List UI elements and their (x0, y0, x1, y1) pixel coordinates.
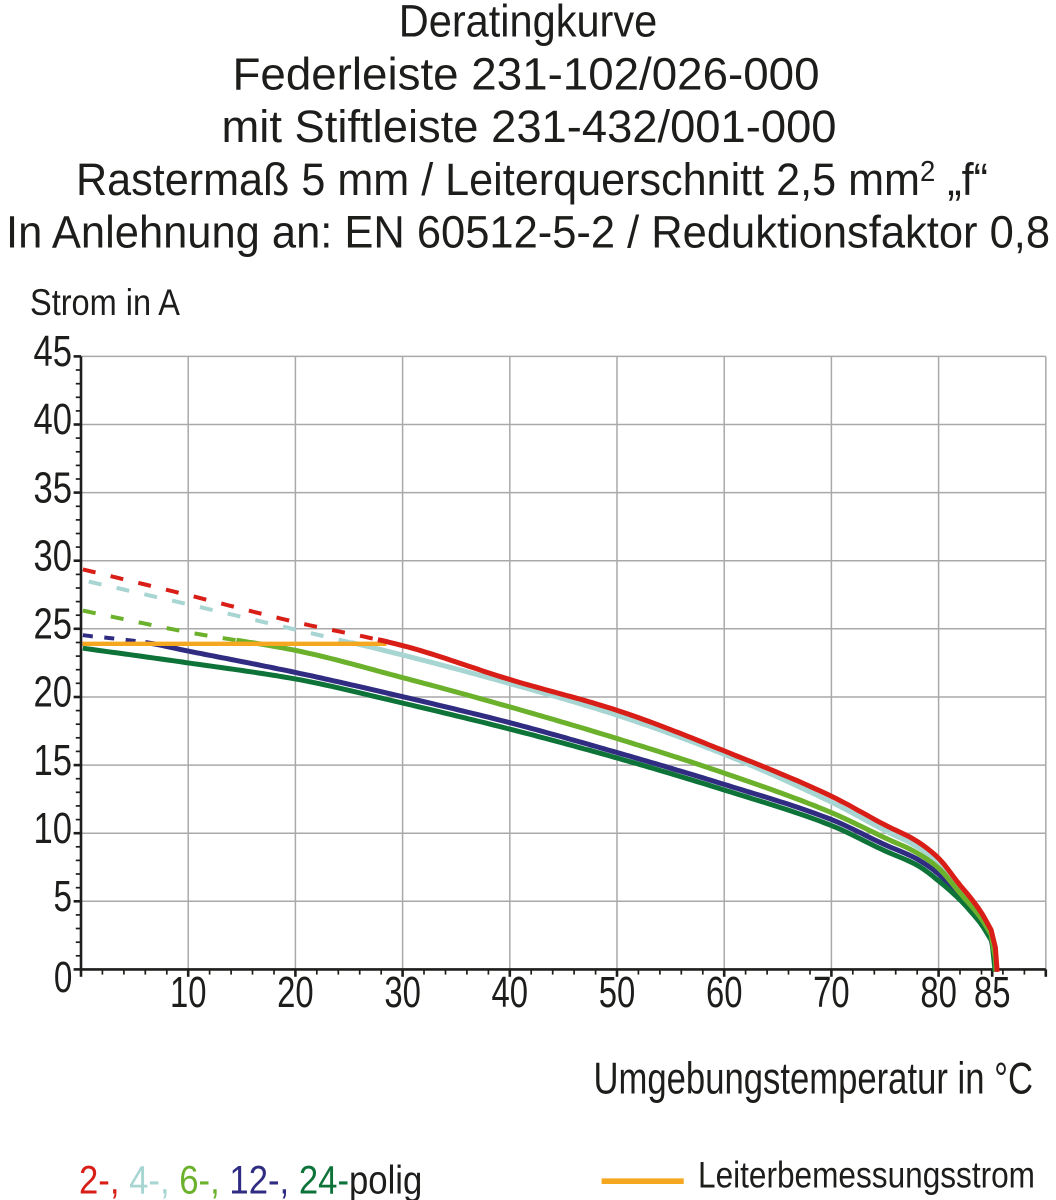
svg-text:50: 50 (599, 969, 636, 1017)
svg-text:15: 15 (34, 737, 73, 785)
svg-text:5: 5 (54, 873, 73, 921)
svg-text:80: 80 (920, 969, 957, 1017)
svg-text:Federleiste 231-102/026-000: Federleiste 231-102/026-000 (233, 48, 820, 99)
svg-text:20: 20 (34, 669, 73, 717)
svg-text:25: 25 (34, 601, 73, 649)
svg-text:Rastermaß 5 mm / Leiterquersch: Rastermaß 5 mm / Leiterquerschnitt 2,5 m… (76, 154, 988, 205)
svg-text:35: 35 (34, 464, 73, 512)
svg-text:20: 20 (277, 969, 314, 1017)
svg-text:mit Stiftleiste 231-432/001-00: mit Stiftleiste 231-432/001-000 (222, 101, 837, 152)
svg-text:40: 40 (34, 396, 73, 444)
svg-text:Deratingkurve: Deratingkurve (399, 0, 658, 47)
svg-text:30: 30 (384, 969, 421, 1017)
svg-text:60: 60 (706, 969, 743, 1017)
svg-text:30: 30 (34, 532, 73, 580)
svg-text:In Anlehnung an: EN 60512-5-2: In Anlehnung an: EN 60512-5-2 / Reduktio… (6, 207, 1050, 258)
svg-text:40: 40 (492, 969, 529, 1017)
svg-text:10: 10 (34, 805, 73, 853)
svg-text:85: 85 (974, 969, 1011, 1017)
svg-text:Strom in A: Strom in A (30, 281, 180, 323)
svg-text:45: 45 (34, 328, 73, 376)
svg-text:70: 70 (813, 969, 850, 1017)
svg-text:Umgebungstemperatur in °C: Umgebungstemperatur in °C (594, 1055, 1034, 1104)
svg-text:Leiterbemessungsstrom: Leiterbemessungsstrom (698, 1154, 1035, 1196)
svg-text:10: 10 (170, 969, 207, 1017)
svg-text:2-, 4-, 6-, 12-, 24-polig: 2-, 4-, 6-, 12-, 24-polig (79, 1158, 422, 1200)
svg-text:0: 0 (54, 954, 73, 1002)
